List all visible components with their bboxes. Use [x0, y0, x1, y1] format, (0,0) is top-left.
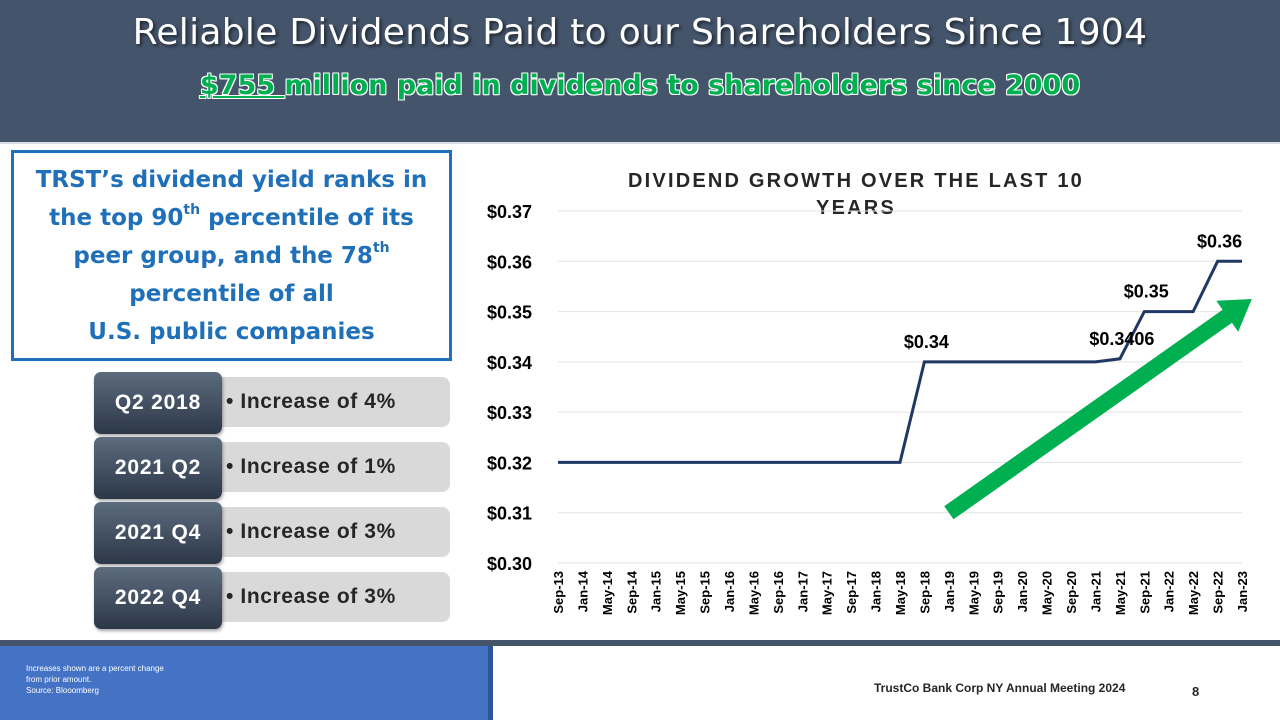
- chart-title: YEARS: [816, 197, 896, 219]
- x-tick-label: Jan-17: [795, 571, 810, 612]
- increase-row: • Increase of 3% 2021 Q4: [94, 502, 454, 564]
- y-tick-label: $0.34: [487, 353, 532, 373]
- increase-period: 2022 Q4: [94, 567, 222, 629]
- increase-text: • Increase of 1%: [194, 442, 450, 492]
- x-tick-label: Jan-15: [649, 571, 664, 612]
- x-tick-label: Jan-23: [1235, 571, 1250, 612]
- x-tick-label: Sep-19: [991, 571, 1006, 614]
- data-label: $0.3406: [1089, 329, 1154, 349]
- x-tick-label: May-22: [1186, 571, 1201, 615]
- chart-title: DIVIDEND GROWTH OVER THE LAST 10: [628, 170, 1084, 192]
- trend-arrow: [944, 299, 1252, 520]
- y-tick-label: $0.35: [487, 303, 532, 323]
- footer-note-panel: [0, 646, 488, 720]
- increase-row: • Increase of 4% Q2 2018: [94, 372, 454, 434]
- x-tick-label: May-17: [820, 571, 835, 615]
- data-label: $0.35: [1124, 282, 1169, 302]
- yield-line-2a: the top 90: [49, 204, 184, 231]
- x-tick-label: May-14: [600, 570, 615, 615]
- yield-line-4: percentile of all: [129, 280, 334, 307]
- y-tick-label: $0.36: [487, 252, 532, 272]
- x-tick-label: Jan-19: [942, 571, 957, 612]
- x-tick-label: Sep-21: [1137, 571, 1152, 614]
- dividend-yield-callout: TRST’s dividend yield ranks in the top 9…: [11, 150, 452, 361]
- x-tick-label: May-15: [673, 571, 688, 615]
- x-tick-label: Sep-14: [624, 570, 639, 613]
- x-tick-label: May-21: [1113, 571, 1128, 615]
- x-tick-label: Jan-14: [575, 570, 590, 612]
- dividend-growth-chart: DIVIDEND GROWTH OVER THE LAST 10 YEARS $0.…: [487, 170, 1252, 615]
- page-number: 8: [1192, 684, 1200, 699]
- y-tick-label: $0.31: [487, 504, 532, 524]
- increase-row: • Increase of 1% 2021 Q2: [94, 437, 454, 499]
- x-tick-label: Sep-20: [1064, 571, 1079, 614]
- x-tick-label: Sep-17: [844, 571, 859, 614]
- dividend-yield-text: TRST’s dividend yield ranks in the top 9…: [36, 161, 428, 351]
- increase-period: 2021 Q2: [94, 437, 222, 499]
- x-tick-label: Sep-18: [917, 571, 932, 614]
- increase-period: 2021 Q4: [94, 502, 222, 564]
- x-tick-label: Jan-20: [1015, 571, 1030, 612]
- y-tick-label: $0.33: [487, 403, 532, 423]
- x-tick-label: Jan-16: [722, 571, 737, 612]
- page-title: Reliable Dividends Paid to our Sharehold…: [132, 12, 1148, 53]
- x-tick-label: Jan-18: [869, 571, 884, 612]
- x-tick-label: May-16: [746, 571, 761, 615]
- x-tick-label: Sep-16: [771, 571, 786, 614]
- yield-line-3: peer group, and the 78: [73, 242, 373, 269]
- x-tick-label: Sep-15: [698, 571, 713, 614]
- yield-line-1: TRST’s dividend yield ranks in: [35, 166, 428, 193]
- x-tick-label: May-18: [893, 571, 908, 615]
- data-label: $0.34: [904, 332, 949, 352]
- yield-line-3-sup: th: [372, 239, 390, 256]
- footer-panel-edge: [488, 646, 493, 720]
- y-tick-label: $0.32: [487, 453, 532, 473]
- yield-line-2b: percentile of its: [200, 204, 414, 231]
- x-tick-label: Jan-21: [1088, 571, 1103, 612]
- header-band: [0, 0, 1280, 142]
- subtitle-text: million paid in dividends to shareholder…: [284, 70, 1081, 101]
- header-divider: [0, 142, 1280, 144]
- x-tick-label: Sep-13: [551, 571, 566, 614]
- yield-line-5: U.S. public companies: [88, 318, 375, 345]
- footnote-line-1: Increases shown are a percent change: [26, 664, 164, 673]
- increase-text: • Increase of 3%: [194, 572, 450, 622]
- footnote: Increases shown are a percent change fro…: [26, 663, 226, 696]
- increase-text: • Increase of 4%: [194, 377, 450, 427]
- footnote-source: Source: Blooomberg: [26, 686, 99, 695]
- x-tick-label: Jan-22: [1162, 571, 1177, 612]
- subtitle-amount: $755: [199, 70, 285, 101]
- series-line-dividend: [558, 259, 1242, 464]
- increase-text: • Increase of 3%: [194, 507, 450, 557]
- y-tick-label: $0.30: [487, 554, 532, 574]
- footer-divider: [0, 640, 1280, 646]
- y-tick-label: $0.37: [487, 202, 532, 222]
- x-tick-label: Sep-22: [1211, 571, 1226, 614]
- increase-period: Q2 2018: [94, 372, 222, 434]
- page-subtitle: $755 million paid in dividends to shareh…: [0, 70, 1280, 101]
- data-label: $0.36: [1197, 231, 1242, 251]
- x-tick-label: May-19: [966, 571, 981, 615]
- increase-row: • Increase of 3% 2022 Q4: [94, 567, 454, 629]
- yield-line-2-sup: th: [183, 201, 201, 218]
- footnote-line-2: from prior amount.: [26, 675, 92, 684]
- x-tick-label: May-20: [1040, 571, 1055, 615]
- meeting-label: TrustCo Bank Corp NY Annual Meeting 2024: [874, 681, 1126, 695]
